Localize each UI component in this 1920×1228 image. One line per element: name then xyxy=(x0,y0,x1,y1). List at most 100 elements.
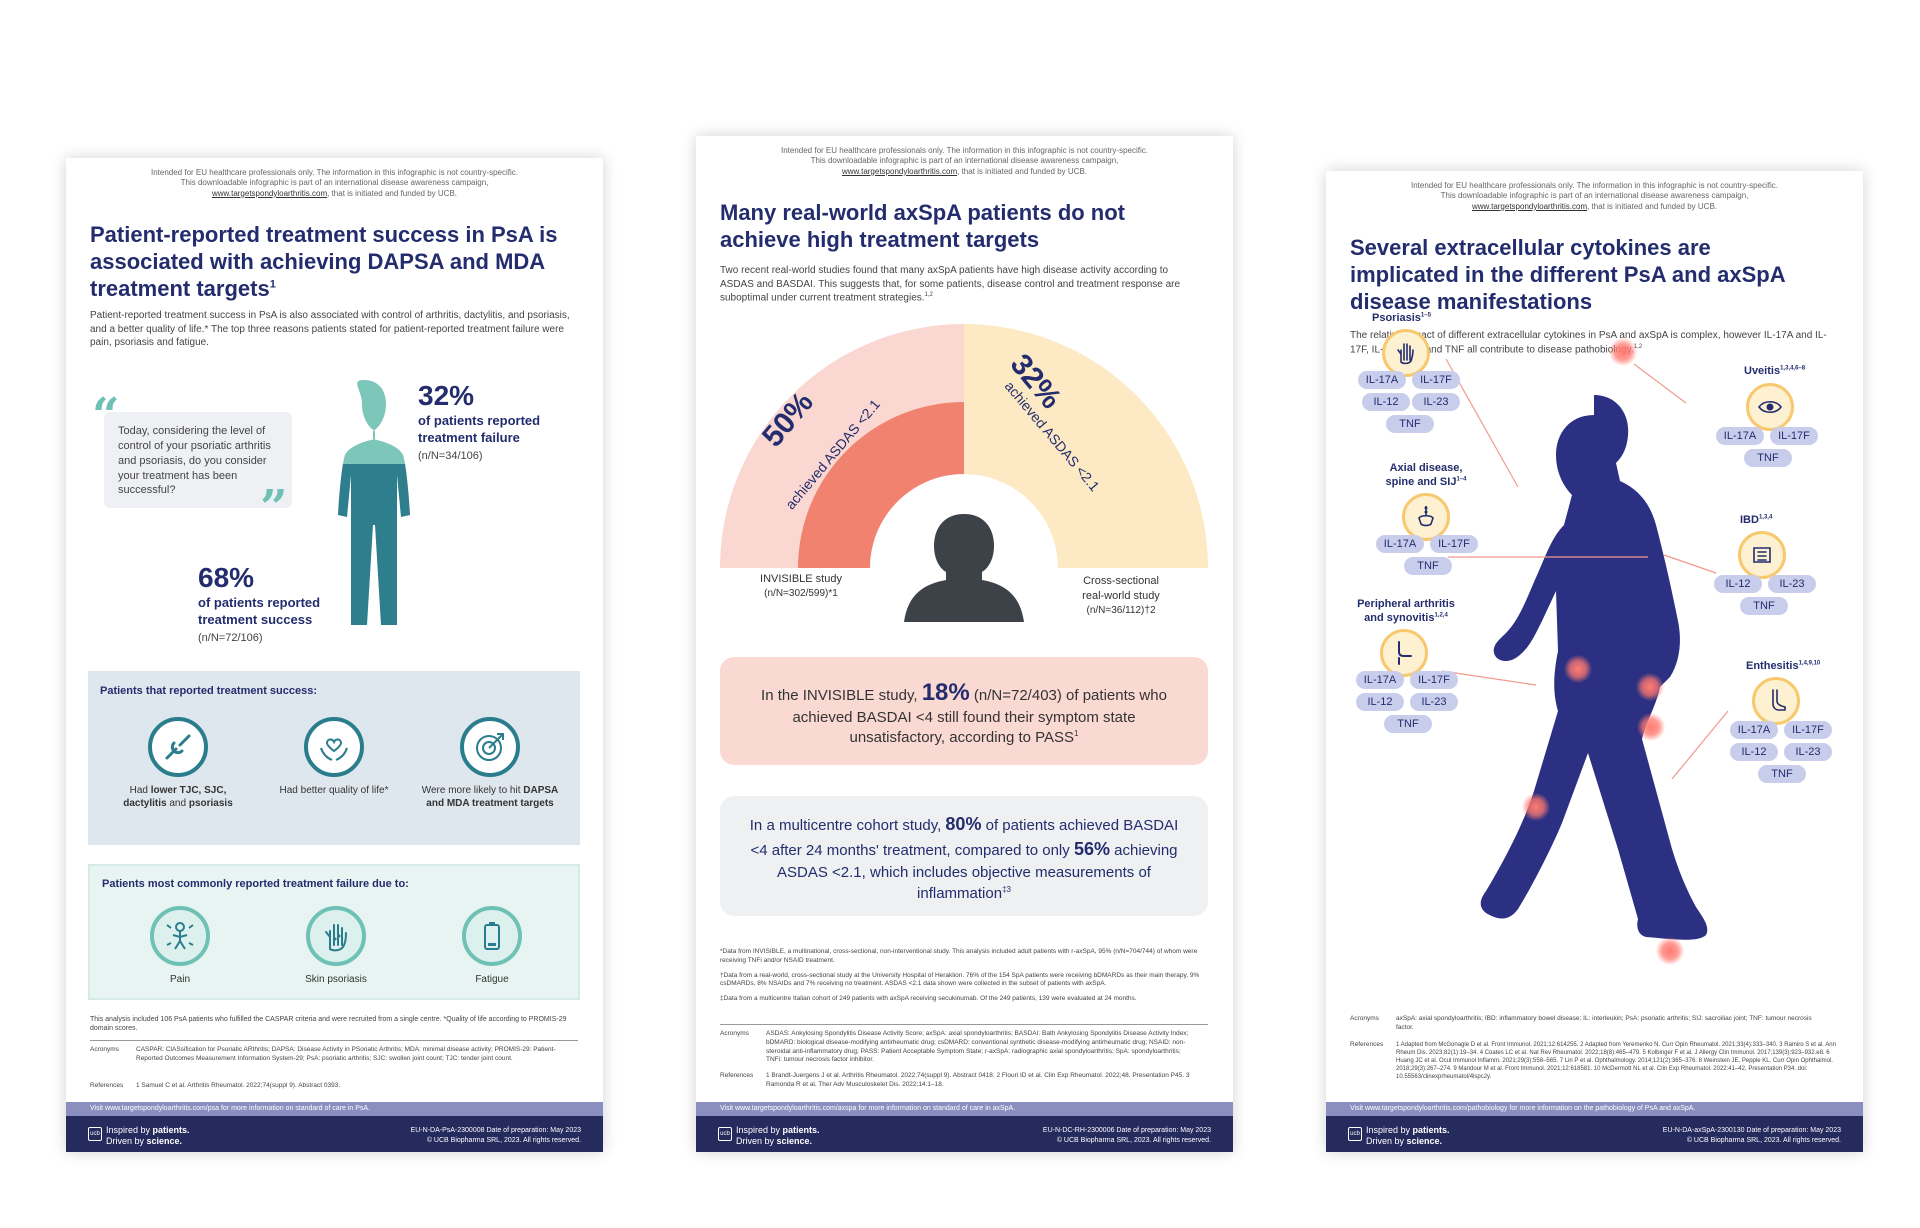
intro-text: Patient-reported treatment success in Ps… xyxy=(90,310,570,348)
brand-tagline: Inspired by patients. Driven by science. xyxy=(1366,1125,1450,1147)
peripheral-text2: and synovitis xyxy=(1364,612,1435,625)
success-item-targets: Were more likely to hit DAPSA and MDA tr… xyxy=(414,785,566,810)
disclaimer: Intended for EU healthcare professionals… xyxy=(1326,181,1863,212)
ucb-logo-icon: ucb xyxy=(1348,1127,1362,1141)
failure-item-fatigue: Fatigue xyxy=(475,974,509,985)
page-title: Patient-reported treatment success in Ps… xyxy=(90,222,570,302)
psoriasis-pill-il12: IL-12 xyxy=(1362,393,1410,411)
spine-pelvis-icon xyxy=(1402,493,1450,541)
intro-sup: 1,2 xyxy=(1633,343,1643,350)
footer: Visit www.targetspondyloarthritis.com/ps… xyxy=(66,1102,603,1152)
eye-icon xyxy=(1746,383,1794,431)
doc-code: EU-N-DA-PsA-2300008 Date of preparation:… xyxy=(411,1126,581,1146)
left-n: (n/N=302/599)*1 xyxy=(764,587,838,599)
success-title: Patients that reported treatment success… xyxy=(100,685,318,697)
intro-body: The relative impact of different extrace… xyxy=(1350,330,1827,355)
left-study: INVISIBLE study xyxy=(760,573,842,585)
success-item-qol: Had better quality of life* xyxy=(279,785,389,796)
references-text: 1 Adapted from McGonagle D et al. Front … xyxy=(1396,1042,1836,1081)
acronyms-text: CASPAR: ClASsification for Psoriatic ARt… xyxy=(136,1046,556,1062)
disclaimer-link[interactable]: www.targetspondyloarthritis.com xyxy=(1471,201,1588,211)
hand-psoriasis-icon xyxy=(1382,329,1430,377)
intro-text: Two recent real-world studies found that… xyxy=(720,264,1200,305)
references-text: 1 Samuel C et al. Arthritis Rheumatol. 2… xyxy=(136,1082,341,1089)
enthesitis-pill-il17a: IL-17A xyxy=(1730,721,1778,739)
stat-failure-n: (n/N=34/106) xyxy=(418,450,483,462)
disclaimer-line2: This downloadable infographic is part of… xyxy=(180,178,489,188)
close-quote-icon: ” xyxy=(260,480,288,536)
uveitis-text: Uveitis xyxy=(1744,365,1781,377)
doc-code-text: EU-N-DC-RH-2300006 Date of preparation: … xyxy=(1042,1127,1211,1134)
knee-joint-icon xyxy=(1380,629,1428,677)
stat-failure-l2: treatment failure xyxy=(418,429,520,445)
hands-heart-icon xyxy=(304,717,364,777)
ucb-logo-icon: ucb xyxy=(718,1127,732,1141)
box2-post: achieving ASDAS <2.1, which includes obj… xyxy=(777,842,1178,903)
box2-mid: of patients achieved BASDAI <4 after 24 … xyxy=(750,817,1179,860)
disclaimer-line3-text: , that is initiated and funded by UCB. xyxy=(1587,201,1717,211)
brand2: Driven by xyxy=(106,1135,147,1146)
uveitis-pill-il17a: IL-17A xyxy=(1716,427,1764,445)
infographic-psa-treatment-success: Intended for EU healthcare professionals… xyxy=(66,158,603,1152)
psoriasis-pill-il17f: IL-17F xyxy=(1412,371,1460,389)
peripheral-pill-tnf: TNF xyxy=(1384,715,1432,733)
left-study-label: INVISIBLE study (n/N=302/599)*1 xyxy=(736,572,866,600)
success-item-tjc-bold2: psoriasis xyxy=(188,797,233,809)
uveitis-pill-il17f: IL-17F xyxy=(1770,427,1818,445)
brand1: Inspired by xyxy=(736,1125,783,1135)
doc-code-text: EU-N-DA-PsA-2300008 Date of preparation:… xyxy=(410,1127,581,1134)
disclaimer-line1: Intended for EU healthcare professionals… xyxy=(780,146,1148,155)
success-item-targets-pre: Were more likely to hit xyxy=(421,785,524,796)
note-1: *Data from INVISIBLE, a multinational, c… xyxy=(720,948,1198,964)
target-icon xyxy=(460,717,520,777)
doc-code: EU-N-DA-axSpA-2300130 Date of preparatio… xyxy=(1663,1126,1841,1146)
disclaimer-line3-text: , that is initiated and funded by UCB. xyxy=(957,166,1087,176)
box2-pct1: 80% xyxy=(945,814,982,834)
stat-failure-pct: 32% xyxy=(418,380,475,411)
failure-item-pain: Pain xyxy=(169,974,190,985)
disclaimer-line3: www.targetspondyloarthritis.com, that is… xyxy=(66,189,603,199)
disclaimer-link[interactable]: www.targetspondyloarthritis.com xyxy=(211,188,328,198)
disclaimer-line3: www.targetspondyloarthritis.com, that is… xyxy=(696,167,1233,177)
stat-failure-l1: of patients reported xyxy=(418,413,541,428)
title-text: Patient-reported treatment success in Ps… xyxy=(90,222,558,301)
ibd-pill-il23: IL-23 xyxy=(1768,575,1816,593)
footnotes: *Data from INVISIBLE, a multinational, c… xyxy=(720,948,1208,1004)
acronyms-label: Acronyms xyxy=(720,1030,749,1037)
disclaimer-line3: www.targetspondyloarthritis.com, that is… xyxy=(1326,202,1863,212)
references-label: References xyxy=(90,1082,124,1089)
box1-pct: 18% xyxy=(921,679,970,706)
brand1b: patients. xyxy=(1412,1125,1450,1135)
peripheral-sup: 1,2,4 xyxy=(1434,612,1448,619)
note-3: ‡Data from a multicentre Italian cohort … xyxy=(720,995,1137,1003)
footer-link[interactable]: Visit www.targetspondyloarthritis.com/ax… xyxy=(696,1102,1233,1116)
footer: Visit www.targetspondyloarthritis.com/pa… xyxy=(1326,1102,1863,1152)
psoriasis-pill-tnf: TNF xyxy=(1386,415,1434,433)
gut-inflammation-marker xyxy=(1637,713,1665,741)
peripheral-label: Peripheral arthritis and synovitis1,2,4 xyxy=(1346,597,1466,626)
copyright: © UCB Biopharma SRL, 2023. All rights re… xyxy=(426,1136,581,1144)
cohort-box: In a multicentre cohort study, 80% of pa… xyxy=(720,796,1208,916)
heel-inflammation-marker xyxy=(1656,937,1684,965)
divider xyxy=(90,1040,578,1041)
stat-success-l1: of patients reported xyxy=(198,595,321,610)
peripheral-pill-il17a: IL-17A xyxy=(1356,671,1404,689)
stat-success-n: (n/N=72/106) xyxy=(198,632,263,644)
half-donut-chart xyxy=(720,324,1208,664)
right-study1: Cross-sectional xyxy=(1083,575,1159,587)
person-silhouette-icon xyxy=(338,380,410,625)
disclaimer-line1: Intended for EU healthcare professionals… xyxy=(1410,181,1778,190)
stat-failure-label: of patients reported treatment failure xyxy=(418,413,540,447)
footer-link[interactable]: Visit www.targetspondyloarthritis.com/pa… xyxy=(1326,1102,1863,1116)
psoriasis-text: Psoriasis xyxy=(1372,312,1421,324)
acronyms-text: axSpA: axial spondyloarthritis; IBD: inf… xyxy=(1396,1015,1812,1031)
success-item-tjc-post: and xyxy=(166,797,189,809)
axial-text2: spine and SIJ xyxy=(1385,476,1457,489)
footer-link[interactable]: Visit www.targetspondyloarthritis.com/ps… xyxy=(66,1102,603,1116)
success-item-tjc-bold: lower TJC, SJC, dactylitis xyxy=(123,785,227,809)
references-label: References xyxy=(1350,1041,1384,1048)
success-item-targets-bold: DAPSA and MDA treatment targets xyxy=(426,785,559,809)
peripheral-pill-il12: IL-12 xyxy=(1356,693,1404,711)
disclaimer-link[interactable]: www.targetspondyloarthritis.com xyxy=(841,166,958,176)
box2-sup: ‡3 xyxy=(1002,885,1011,895)
